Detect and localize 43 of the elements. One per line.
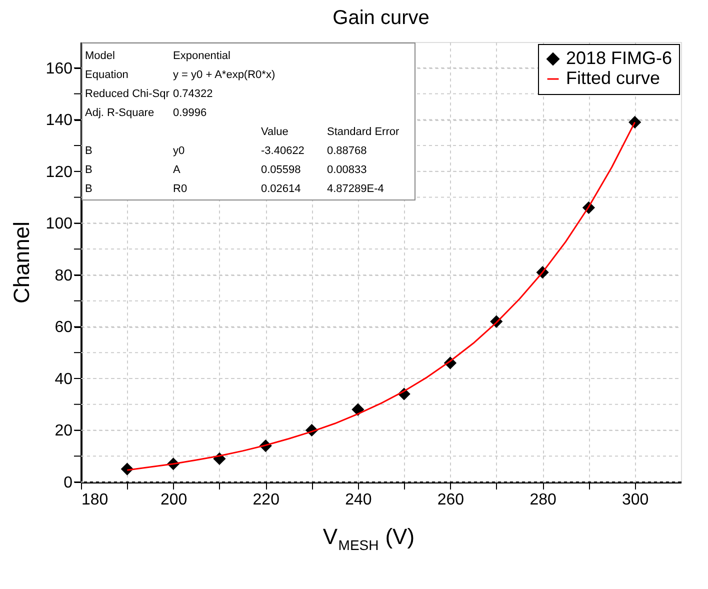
annotation: 4.87289E-4 [327, 183, 384, 195]
annotation: Reduced Chi-Sqr [85, 88, 170, 100]
chart-title: Gain curve [332, 7, 430, 29]
x-tick-label: 180 [82, 492, 108, 508]
annotation: 0.05598 [261, 164, 301, 176]
annotation: 0.9996 [173, 107, 207, 119]
annotation: y = y0 + A*exp(R0*x) [173, 69, 276, 81]
x-tick-label: 200 [160, 492, 188, 508]
x-tick-label: 260 [437, 492, 464, 508]
legend-label: 2018 FIMG-6 [566, 48, 672, 68]
annotation: A [173, 164, 181, 176]
y-tick-label: 120 [46, 164, 73, 181]
annotation: Exponential [173, 50, 230, 62]
annotation: Standard Error [327, 126, 400, 138]
point [352, 404, 364, 416]
y-tick-label: 160 [46, 60, 73, 78]
annotation: Model [85, 50, 115, 62]
y-tick-label: 80 [54, 267, 73, 284]
annotation: B [85, 145, 92, 157]
annotation: y0 [173, 145, 185, 157]
annotation: 0.02614 [261, 183, 301, 195]
x-tick-label: 300 [622, 492, 649, 508]
y-tick-label: 60 [54, 319, 73, 336]
annotation: Equation [85, 69, 128, 81]
y-tick-label: 20 [54, 422, 73, 440]
annotation: B [85, 183, 92, 195]
annotation: 0.74322 [173, 88, 213, 100]
annotation: Value [261, 126, 288, 138]
y-axis-title: Channel [8, 222, 34, 304]
x-tick-label: 240 [345, 492, 372, 508]
y-tick-label: 0 [64, 474, 73, 492]
y-tick-label: 100 [46, 216, 73, 233]
annotation: 0.88768 [327, 145, 367, 157]
annotation: R0 [173, 183, 188, 195]
x-tick-label: 280 [530, 492, 556, 508]
annotation: -3.40622 [261, 145, 304, 157]
annotation: Adj. R-Square [85, 107, 154, 119]
y-tick-label: 140 [46, 112, 73, 130]
x-tick-label: 220 [252, 492, 280, 508]
y-tick-label: 40 [54, 370, 73, 388]
legend-label: Fitted curve [566, 68, 660, 88]
annotation: B [85, 164, 92, 176]
annotation: 0.00833 [327, 164, 367, 176]
